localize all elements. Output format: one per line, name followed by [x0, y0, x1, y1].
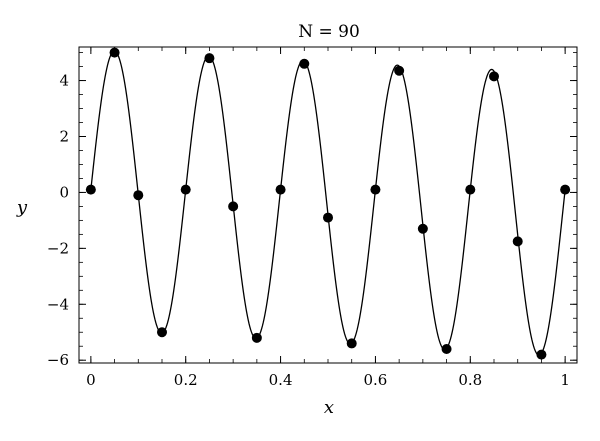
series-curve: [90, 50, 566, 356]
y-tick-label: 2: [59, 127, 69, 145]
data-point: [370, 184, 381, 195]
data-point: [228, 201, 239, 212]
data-point: [85, 184, 96, 195]
series-markers: [85, 47, 571, 360]
y-tick-label: −6: [47, 351, 69, 369]
data-point: [536, 349, 547, 360]
data-point: [133, 190, 144, 201]
data-point: [157, 327, 167, 338]
x-tick-label: 0.4: [269, 371, 293, 389]
x-tick-label: 0.6: [363, 371, 387, 389]
y-tick-label: −2: [47, 239, 69, 257]
axis-ticks: [79, 47, 577, 363]
x-tick-label: 0.2: [174, 371, 198, 389]
x-axis-label: x: [324, 397, 334, 418]
data-point: [465, 184, 476, 195]
data-point: [204, 53, 215, 64]
data-point: [346, 338, 357, 349]
x-tick-label: 1: [560, 371, 570, 389]
data-point: [560, 184, 571, 195]
data-point: [489, 71, 499, 82]
data-point: [441, 344, 452, 355]
data-point: [512, 236, 523, 247]
y-axis-label: y: [16, 197, 28, 218]
axis-tick-labels: 0 0.2 0.4 0.6 0.8 1 −6 −4 −2 0 2 4: [47, 72, 570, 389]
x-tick-label: 0: [86, 371, 96, 389]
data-point: [394, 65, 405, 76]
data-point: [180, 184, 191, 195]
y-tick-label: 0: [59, 183, 69, 201]
data-point: [417, 223, 428, 234]
y-tick-label: 4: [59, 72, 69, 90]
data-point: [275, 184, 286, 195]
x-tick-label: 0.8: [458, 371, 482, 389]
data-point: [299, 58, 310, 69]
data-point: [109, 47, 120, 58]
data-point: [251, 332, 262, 343]
data-point: [323, 212, 333, 223]
y-tick-label: −4: [47, 295, 69, 313]
chart-title: N = 90: [298, 22, 360, 42]
